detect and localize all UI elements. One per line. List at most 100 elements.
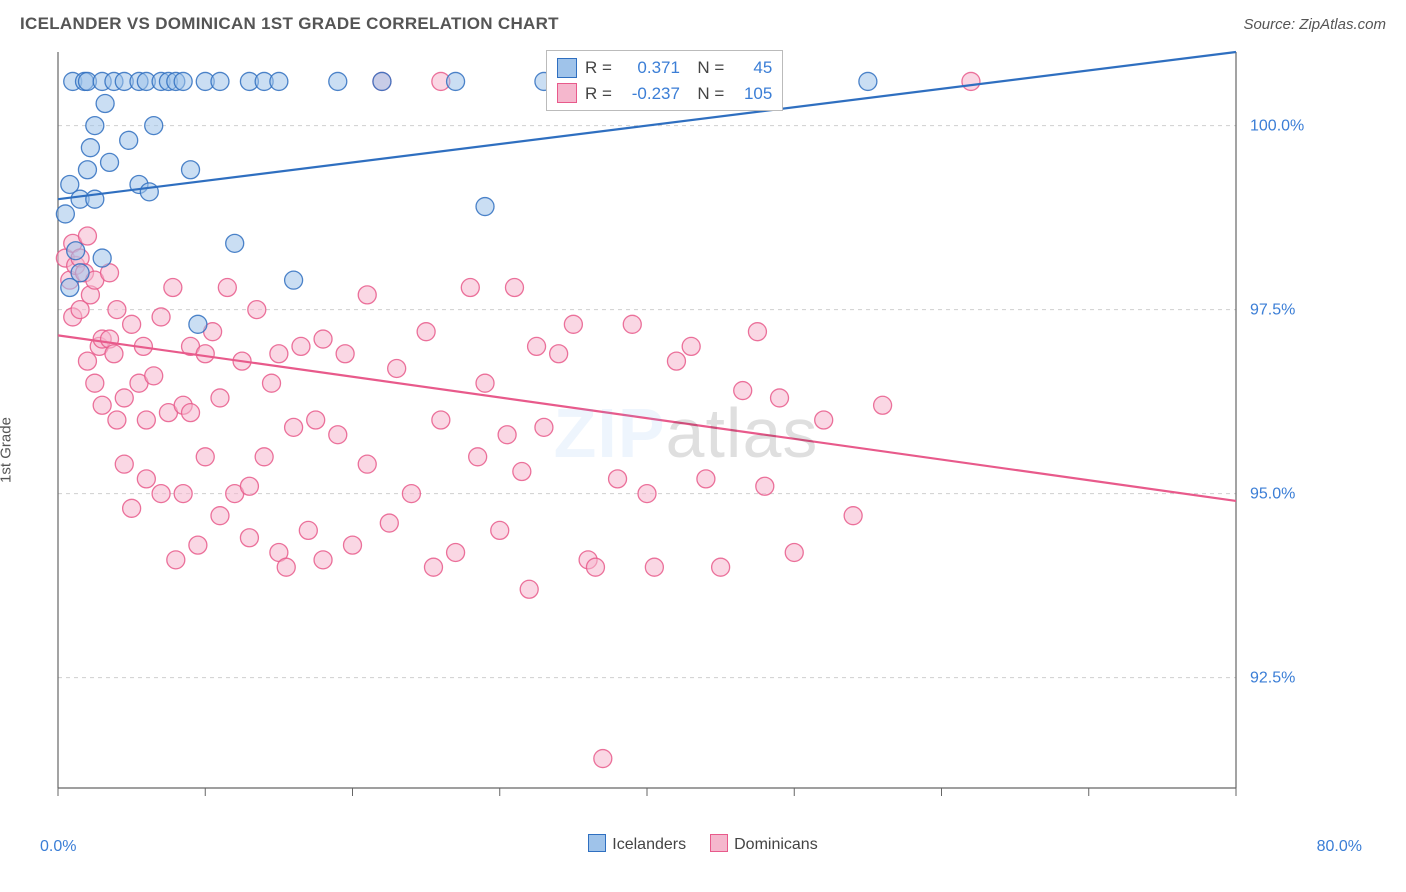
data-point <box>307 411 325 429</box>
stats-legend: R =0.371 N =45R =-0.237 N =105 <box>546 50 783 111</box>
data-point <box>476 374 494 392</box>
data-point <box>123 315 141 333</box>
data-point <box>182 161 200 179</box>
data-point <box>498 426 516 444</box>
data-point <box>105 345 123 363</box>
y-tick-label: 92.5% <box>1250 670 1295 687</box>
data-point <box>182 404 200 422</box>
data-point <box>78 161 96 179</box>
data-point <box>344 536 362 554</box>
data-point <box>96 95 114 113</box>
data-point <box>115 455 133 473</box>
data-point <box>535 418 553 436</box>
data-point <box>299 521 317 539</box>
data-point <box>86 374 104 392</box>
data-point <box>211 507 229 525</box>
data-point <box>93 249 111 267</box>
data-point <box>196 448 214 466</box>
legend-swatch <box>588 834 606 852</box>
data-point <box>469 448 487 466</box>
data-point <box>528 337 546 355</box>
data-point <box>505 279 523 297</box>
data-point <box>645 558 663 576</box>
data-point <box>120 131 138 149</box>
data-point <box>609 470 627 488</box>
data-point <box>329 426 347 444</box>
n-value: 105 <box>732 81 772 107</box>
data-point <box>874 396 892 414</box>
data-point <box>145 117 163 135</box>
y-tick-label: 100.0% <box>1250 118 1304 135</box>
data-point <box>785 543 803 561</box>
data-point <box>447 543 465 561</box>
data-point <box>108 301 126 319</box>
data-point <box>461 279 479 297</box>
data-point <box>697 470 715 488</box>
data-point <box>564 315 582 333</box>
legend-label: Icelanders <box>612 836 686 853</box>
data-point <box>859 72 877 90</box>
data-point <box>78 352 96 370</box>
data-point <box>358 455 376 473</box>
data-point <box>164 279 182 297</box>
data-point <box>550 345 568 363</box>
data-point <box>844 507 862 525</box>
data-point <box>270 345 288 363</box>
data-point <box>314 551 332 569</box>
data-point <box>314 330 332 348</box>
scatter-plot: 92.5%95.0%97.5%100.0% ZIPatlas R =0.371 … <box>46 48 1326 818</box>
legend-swatch <box>557 83 577 103</box>
data-point <box>417 323 435 341</box>
data-point <box>771 389 789 407</box>
data-point <box>358 286 376 304</box>
data-point <box>336 345 354 363</box>
data-point <box>373 72 391 90</box>
data-point <box>71 264 89 282</box>
data-point <box>270 72 288 90</box>
data-point <box>388 359 406 377</box>
data-point <box>255 448 273 466</box>
data-point <box>513 463 531 481</box>
n-label: N = <box>688 81 724 107</box>
n-label: N = <box>688 55 724 81</box>
legend-label: Dominicans <box>734 836 818 853</box>
data-point <box>432 411 450 429</box>
data-point <box>152 485 170 503</box>
data-point <box>292 337 310 355</box>
legend-bottom: Icelanders Dominicans <box>0 828 1406 860</box>
data-point <box>56 205 74 223</box>
legend-swatch <box>557 58 577 78</box>
data-point <box>140 183 158 201</box>
data-point <box>285 271 303 289</box>
data-point <box>78 227 96 245</box>
data-point <box>748 323 766 341</box>
data-point <box>756 477 774 495</box>
r-value: -0.237 <box>620 81 680 107</box>
data-point <box>586 558 604 576</box>
n-value: 45 <box>732 55 772 81</box>
y-tick-label: 95.0% <box>1250 486 1295 503</box>
y-tick-label: 97.5% <box>1250 302 1295 319</box>
data-point <box>101 153 119 171</box>
data-point <box>402 485 420 503</box>
data-point <box>447 72 465 90</box>
r-label: R = <box>585 55 612 81</box>
stats-legend-row: R =-0.237 N =105 <box>557 81 772 107</box>
trend-line <box>58 335 1236 501</box>
data-point <box>152 308 170 326</box>
r-value: 0.371 <box>620 55 680 81</box>
data-point <box>67 242 85 260</box>
data-point <box>682 337 700 355</box>
data-point <box>815 411 833 429</box>
data-point <box>712 558 730 576</box>
data-point <box>137 411 155 429</box>
chart-title: ICELANDER VS DOMINICAN 1ST GRADE CORRELA… <box>20 14 559 34</box>
data-point <box>86 117 104 135</box>
data-point <box>734 382 752 400</box>
data-point <box>285 418 303 436</box>
data-point <box>491 521 509 539</box>
data-point <box>174 485 192 503</box>
legend-swatch <box>710 834 728 852</box>
data-point <box>211 72 229 90</box>
data-point <box>137 470 155 488</box>
